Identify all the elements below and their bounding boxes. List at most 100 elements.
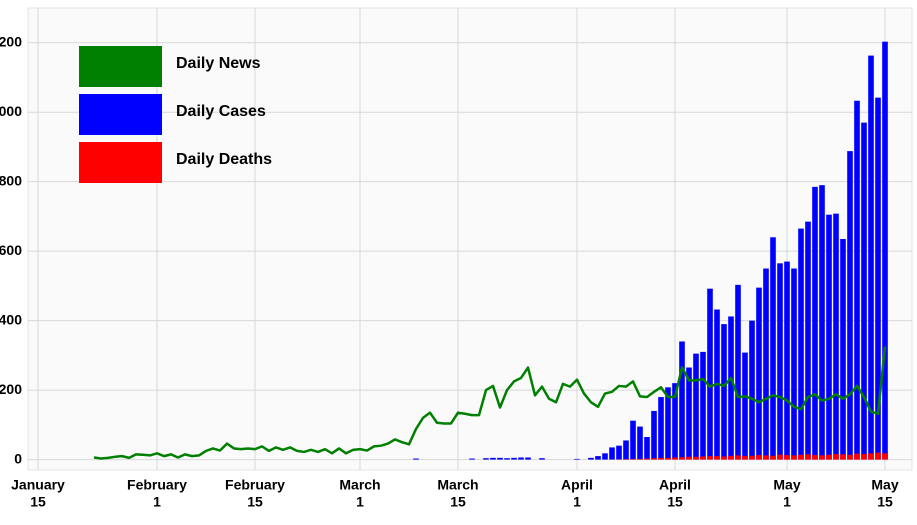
bar bbox=[882, 453, 888, 460]
y-tick-label: 400 bbox=[0, 311, 22, 327]
bar bbox=[588, 457, 594, 460]
x-tick-label: 1 bbox=[153, 494, 161, 510]
bar bbox=[735, 284, 741, 460]
bar bbox=[665, 387, 671, 460]
y-tick-label: 0 bbox=[14, 450, 22, 466]
x-tick-label: April bbox=[561, 477, 593, 493]
legend-label: Daily Deaths bbox=[176, 151, 272, 168]
bar bbox=[777, 263, 783, 460]
line bbox=[93, 346, 887, 460]
bar bbox=[798, 228, 804, 460]
bar bbox=[658, 457, 664, 460]
x-tick-label: 1 bbox=[356, 494, 364, 510]
bar bbox=[805, 454, 811, 460]
bar bbox=[791, 455, 797, 460]
bar bbox=[616, 445, 622, 460]
bar bbox=[840, 239, 846, 460]
bar bbox=[875, 452, 881, 460]
bar bbox=[763, 455, 769, 460]
bar bbox=[518, 457, 524, 460]
x-tick-label: 15 bbox=[667, 494, 683, 510]
bar bbox=[525, 457, 531, 460]
y-tick-label: 1200 bbox=[0, 33, 22, 49]
bar bbox=[854, 100, 860, 460]
bar bbox=[875, 97, 881, 460]
bar bbox=[679, 457, 685, 460]
bar bbox=[749, 320, 755, 460]
bar bbox=[868, 55, 874, 460]
x-tick-label: 15 bbox=[450, 494, 466, 510]
bar bbox=[812, 186, 818, 460]
bar bbox=[651, 410, 657, 460]
bar bbox=[665, 457, 671, 460]
bar bbox=[777, 454, 783, 460]
bar bbox=[511, 457, 517, 460]
x-tick-label: January bbox=[11, 477, 65, 493]
bar bbox=[840, 454, 846, 460]
bar bbox=[658, 397, 664, 460]
y-tick-label: 600 bbox=[0, 242, 22, 258]
bar bbox=[651, 458, 657, 460]
bar bbox=[595, 456, 601, 460]
legend-swatch bbox=[79, 94, 162, 135]
bar bbox=[735, 455, 741, 460]
bar bbox=[819, 185, 825, 460]
bar bbox=[770, 455, 776, 460]
bar bbox=[868, 453, 874, 460]
bar bbox=[826, 214, 832, 460]
x-tick-label: March bbox=[437, 477, 478, 493]
x-tick-label: February bbox=[225, 477, 285, 493]
x-tick-label: 15 bbox=[247, 494, 263, 510]
bar bbox=[700, 351, 706, 460]
bar bbox=[609, 447, 615, 460]
bar bbox=[798, 454, 804, 460]
bar bbox=[721, 324, 727, 460]
bar bbox=[644, 437, 650, 460]
bar bbox=[812, 455, 818, 460]
bar bbox=[700, 456, 706, 460]
bar bbox=[672, 457, 678, 460]
bar bbox=[833, 213, 839, 460]
bar bbox=[728, 455, 734, 460]
x-tick-label: 15 bbox=[30, 494, 46, 510]
bar bbox=[630, 420, 636, 460]
bar bbox=[497, 457, 503, 460]
x-tick-label: February bbox=[127, 477, 187, 493]
bar bbox=[826, 454, 832, 460]
bar bbox=[413, 458, 419, 460]
bar bbox=[630, 458, 636, 460]
y-tick-label: 800 bbox=[0, 172, 22, 188]
y-tick-label: 200 bbox=[0, 381, 22, 397]
legend-label: Daily Cases bbox=[176, 103, 266, 120]
bar bbox=[672, 383, 678, 460]
x-tick-label: March bbox=[339, 477, 380, 493]
bar bbox=[784, 455, 790, 460]
bar bbox=[637, 458, 643, 460]
bar bbox=[763, 268, 769, 460]
x-tick-label: May bbox=[773, 477, 800, 493]
bar bbox=[756, 287, 762, 460]
bar bbox=[469, 458, 475, 460]
legend-label: Daily News bbox=[176, 55, 261, 72]
bar bbox=[637, 426, 643, 460]
bar bbox=[693, 456, 699, 460]
x-tick-label: 1 bbox=[573, 494, 581, 510]
bar bbox=[742, 352, 748, 460]
bar bbox=[539, 458, 545, 460]
bar bbox=[714, 456, 720, 460]
bar bbox=[483, 458, 489, 460]
bar bbox=[819, 455, 825, 460]
x-tick-label: 15 bbox=[877, 494, 893, 510]
bar bbox=[882, 41, 888, 460]
bar bbox=[644, 458, 650, 460]
bar bbox=[707, 456, 713, 460]
bar bbox=[490, 457, 496, 460]
bar bbox=[707, 288, 713, 460]
bar bbox=[623, 440, 629, 460]
bar bbox=[791, 268, 797, 460]
bar bbox=[861, 122, 867, 460]
bar bbox=[770, 237, 776, 460]
bar bbox=[749, 455, 755, 460]
legend-swatch bbox=[79, 46, 162, 87]
x-tick-label: April bbox=[659, 477, 691, 493]
